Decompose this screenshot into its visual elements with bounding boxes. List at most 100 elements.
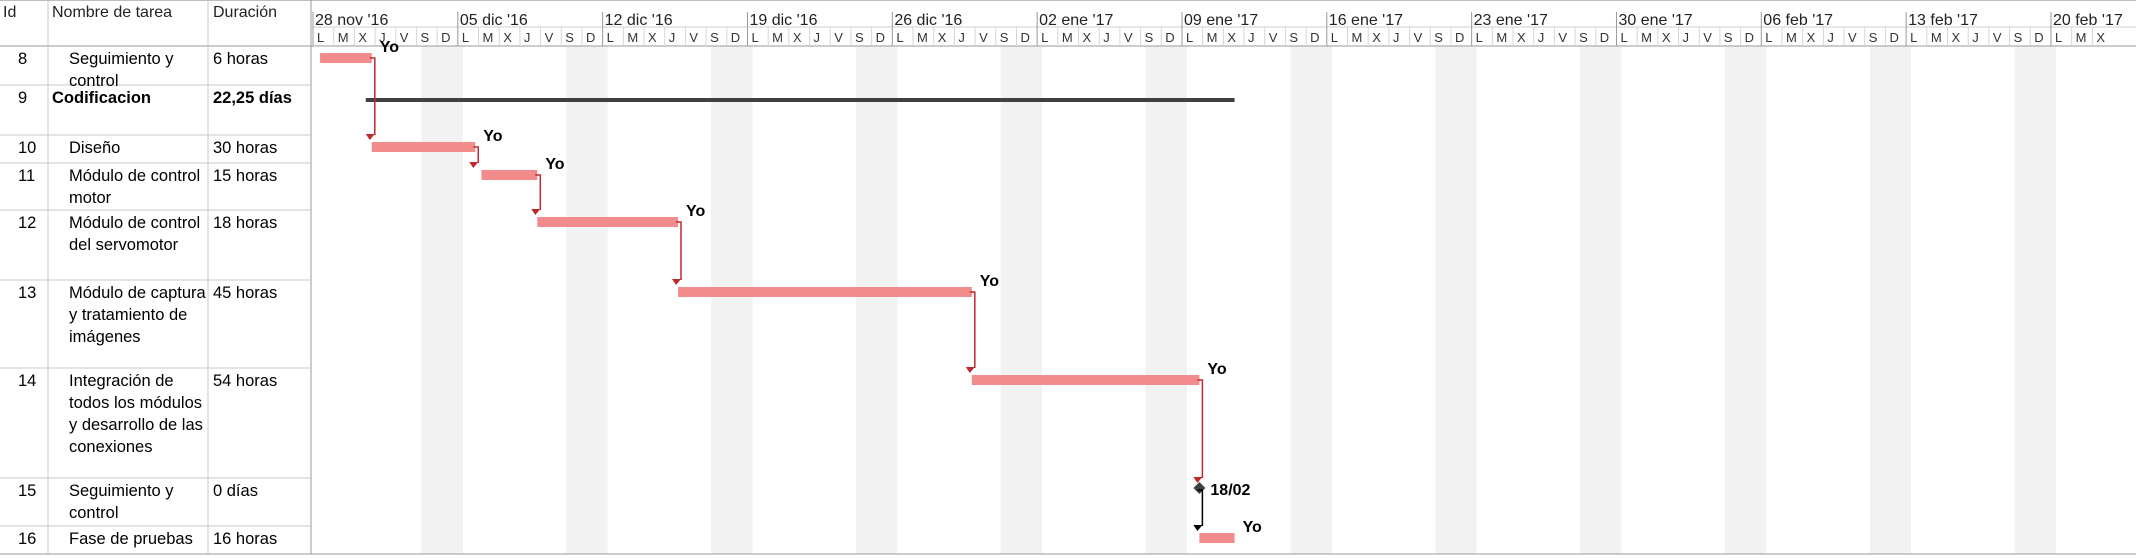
timescale-day-letter: D [876, 30, 885, 45]
task-name: Seguimiento y [69, 50, 174, 68]
timescale-day-letter: J [1827, 30, 1834, 45]
task-id: 10 [18, 139, 36, 157]
timescale-day-letter: D [441, 30, 450, 45]
dependency-arrow-head [1193, 477, 1203, 483]
timescale-day-letter: D [1600, 30, 1609, 45]
column-header-id: Id [3, 4, 16, 21]
dependency-arrow-head [469, 162, 479, 168]
timescale-day-letter: S [855, 30, 864, 45]
milestone-marker[interactable] [1193, 482, 1206, 494]
task-name: control [69, 72, 119, 90]
timescale-day-letter: S [420, 30, 429, 45]
dependency-arrow-head [965, 367, 975, 373]
task-bar[interactable] [1199, 533, 1235, 543]
task-id: 16 [18, 530, 36, 548]
timescale-day-letter: X [1372, 30, 1381, 45]
timescale-day-letter: X [1662, 30, 1671, 45]
timescale-day-letter: L [751, 30, 758, 45]
task-id: 15 [18, 482, 36, 500]
task-row[interactable]: 11 Módulo de control motor 15 horas [18, 167, 277, 207]
timescale-day-letter: X [1227, 30, 1236, 45]
timescale-day-letter: S [1724, 30, 1733, 45]
task-bar[interactable] [320, 53, 372, 63]
timescale-day-letter: L [462, 30, 469, 45]
timescale-day-letter: V [1558, 30, 1567, 45]
timescale-week-label: 28 nov '16 [315, 12, 388, 29]
task-id: 9 [18, 89, 27, 107]
timescale-day-letter: D [2034, 30, 2043, 45]
task-bar[interactable] [537, 217, 679, 227]
timescale-week-label: 19 dic '16 [749, 12, 817, 29]
weekend-shade [1890, 46, 1912, 554]
timescale-day-letter: S [1579, 30, 1588, 45]
weekend-shade [586, 46, 608, 554]
task-name: Codificacion [52, 89, 151, 107]
timescale-day-letter: V [1124, 30, 1133, 45]
dependency-arrow [1197, 379, 1204, 478]
task-id: 13 [18, 284, 36, 302]
resource-name-label: Yo [980, 273, 999, 290]
timescale-day-letter: D [1455, 30, 1464, 45]
dependency-arrow-head [531, 209, 541, 215]
weekend-shade [442, 46, 463, 554]
weekend-shade [1311, 46, 1332, 554]
summary-bar[interactable] [365, 98, 1235, 102]
weekend-shade [1455, 46, 1477, 554]
timescale-day-letter: J [1683, 30, 1690, 45]
task-row[interactable]: 13 Módulo de captura y tratamiento de imáge… [18, 284, 277, 346]
dependency-arrow-head [672, 279, 682, 285]
timescale-day-letter: J [958, 30, 965, 45]
weekend-shade [2014, 46, 2036, 554]
task-bar[interactable] [371, 142, 476, 152]
task-bar[interactable] [678, 287, 972, 297]
timescale-week-label: 30 ene '17 [1618, 12, 1692, 29]
timescale-day-letter: L [1765, 30, 1772, 45]
timescale-day-letter: M [1641, 30, 1652, 45]
task-name: motor [69, 189, 112, 207]
task-row[interactable]: 12 Módulo de control del servomotor 18 hora… [18, 214, 277, 254]
task-name: Seguimiento y [69, 482, 174, 500]
task-bar[interactable] [481, 170, 538, 180]
resource-name-label: Yo [1243, 519, 1262, 536]
task-id: 14 [18, 372, 36, 390]
resource-name-label: Yo [686, 203, 705, 220]
resource-name-label: Yo [380, 39, 399, 56]
weekend-shade [711, 46, 732, 554]
task-bar[interactable] [971, 375, 1200, 385]
task-row[interactable]: 9 Codificacion 22,25 días [18, 89, 292, 107]
task-duration: 6 horas [213, 50, 268, 68]
task-name: todos los módulos [69, 394, 202, 412]
task-id: 11 [18, 167, 35, 185]
timescale-day-letter: L [1910, 30, 1917, 45]
timescale-week-label: 23 ene '17 [1474, 12, 1548, 29]
task-row[interactable]: 8 Seguimiento y control 6 horas [18, 50, 268, 90]
task-name: del servomotor [69, 236, 179, 254]
timescale-day-letter: V [834, 30, 843, 45]
timescale-day-letter: M [338, 30, 349, 45]
weekend-shade [2035, 46, 2056, 554]
column-header-duration: Duración [213, 4, 277, 21]
timescale-day-letter: L [1331, 30, 1338, 45]
task-row[interactable]: 10 Diseño 30 horas [18, 139, 277, 157]
task-row[interactable]: 15 Seguimiento y control 0 días [18, 482, 258, 522]
task-name: Diseño [69, 139, 120, 157]
dependency-arrow-head [1193, 525, 1203, 531]
task-duration: 30 horas [213, 139, 277, 157]
timescale-day-letter: J [524, 30, 531, 45]
task-row[interactable]: 16 Fase de pruebas 16 horas [18, 530, 277, 548]
timescale-day-letter: X [1083, 30, 1092, 45]
timescale-day-letter: J [1248, 30, 1255, 45]
timescale-day-letter: M [2076, 30, 2087, 45]
timescale-day-letter: J [1103, 30, 1110, 45]
task-name: Módulo de control [69, 167, 200, 185]
timescale-day-letter: J [814, 30, 821, 45]
timescale-day-letter: M [1786, 30, 1797, 45]
weekend-shade [1166, 46, 1187, 554]
resource-name-label: Yo [1207, 361, 1226, 378]
timescale-day-letter: L [1620, 30, 1627, 45]
task-duration: 45 horas [213, 284, 277, 302]
task-row[interactable]: 14 Integración de todos los módulos y desar… [18, 372, 277, 456]
timescale-week-label: 13 feb '17 [1908, 12, 1978, 29]
weekend-shade [1580, 46, 1601, 554]
